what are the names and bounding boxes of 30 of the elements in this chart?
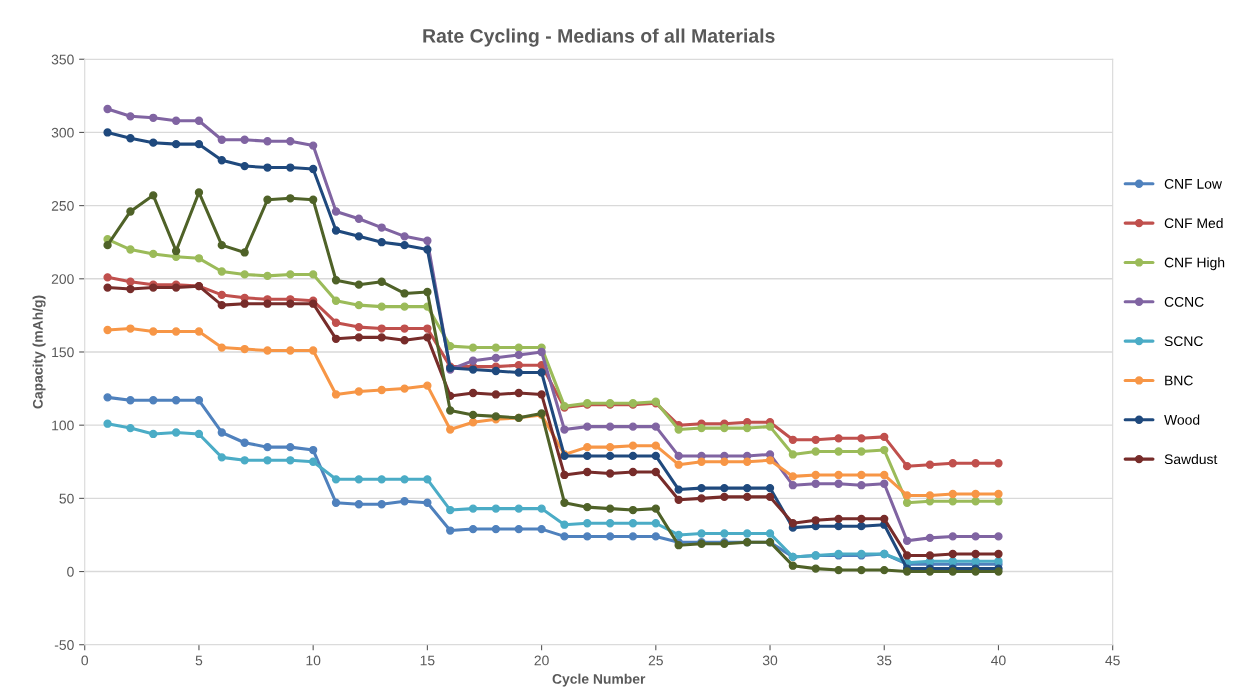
legend-label: Wood (1164, 414, 1200, 425)
y-tick-label: 150 (52, 347, 74, 358)
x-tick-label: 10 (306, 655, 321, 666)
x-axis-title: Cycle Number (552, 673, 646, 687)
legend-label: SCNC (1164, 336, 1203, 347)
chart-title: Rate Cycling - Medians of all Materials (423, 28, 775, 47)
y-tick-label: 0 (67, 566, 74, 577)
x-tick-label: 30 (762, 655, 778, 666)
x-tick-label: 40 (991, 655, 1006, 666)
legend-label: Sawdust (1164, 453, 1218, 465)
y-tick-label: 100 (52, 420, 74, 431)
legend-label: CNF High (1164, 257, 1225, 271)
x-tick-label: 5 (195, 655, 203, 666)
x-tick-label: 25 (648, 655, 663, 666)
y-tick-label: 250 (51, 200, 74, 211)
legend-label: CNF Med (1164, 217, 1223, 229)
x-tick-label: 0 (81, 655, 89, 666)
y-axis-title: Capacity (mAh/g) (32, 295, 46, 409)
y-tick-label: 300 (51, 127, 74, 138)
y-tick-label: 50 (59, 493, 74, 504)
legend-label: CCNC (1164, 296, 1204, 307)
x-tick-label: 35 (877, 655, 892, 666)
legend-label: BNC (1165, 375, 1193, 386)
y-tick-label: 350 (51, 54, 74, 65)
x-tick-label: 15 (420, 655, 435, 666)
x-tick-label: 20 (534, 655, 549, 666)
y-tick-label: -50 (54, 640, 74, 650)
y-tick-label: 200 (51, 274, 74, 284)
x-tick-label: 45 (1105, 655, 1120, 666)
legend-label: CNF Low (1164, 178, 1222, 189)
